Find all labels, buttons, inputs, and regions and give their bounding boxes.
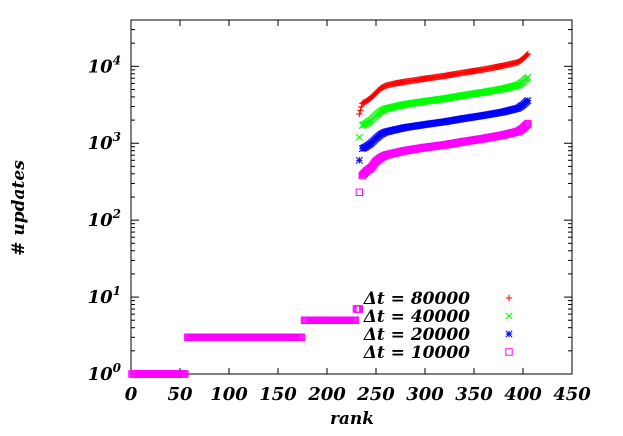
marker-stroke [511,82,519,90]
series-plus [356,50,532,118]
data-point [350,316,359,324]
x-axis-label: rank [330,409,374,429]
x-tick-label: 100 [210,384,248,405]
data-point [523,97,531,105]
marker-stroke [505,312,513,320]
legend-marker [505,348,513,356]
marker-stroke [350,316,359,324]
data-point [354,305,363,313]
legend-entry-label: Δt = 80000 [363,289,470,309]
x-tick-label: 450 [553,384,591,405]
marker-stroke [522,121,530,130]
data-point [511,82,519,90]
y-tick-label: 100 [88,361,122,385]
data-point [369,161,377,169]
x-axis-ticks: 0 50 100 150 200 250 300 350 400 450 [125,20,591,405]
data-point [359,170,367,179]
legend-marker [505,294,513,302]
data-point [355,133,363,141]
y-tick-label: 101 [88,284,121,308]
data-point [523,51,531,59]
x-tick-label: 250 [356,384,395,405]
y-tick-label: 102 [88,207,121,231]
marker-stroke [180,370,188,378]
x-tick-label: 200 [307,384,346,405]
data-point [357,107,364,114]
y-tick-label: 104 [88,53,121,77]
y-tick-base: 10 [88,133,114,154]
marker-stroke [437,95,445,103]
legend-entry-label: Δt = 40000 [363,307,470,327]
x-tick-label: 50 [167,384,193,405]
data-point [356,110,363,118]
y-tick-base: 10 [88,364,114,385]
marker-stroke [505,330,513,338]
series-cross [355,73,532,141]
marker-stroke [521,122,529,131]
data-marks [128,50,532,378]
y-tick-base: 10 [88,210,114,231]
data-point [358,103,365,111]
marker-stroke [355,188,364,197]
data-point [180,370,188,378]
marker-stroke [523,120,531,129]
y-tick-exponent: 4 [113,53,121,67]
marker-stroke [476,89,484,97]
marker-stroke [359,170,367,179]
marker-stroke [495,85,504,94]
data-point [522,121,530,130]
marker-stroke [296,333,305,341]
series-star [355,96,532,164]
data-point [296,333,305,341]
y-tick-exponent: 3 [113,130,121,144]
x-tick-label: 0 [125,384,138,405]
data-point [523,74,531,82]
y-tick-base: 10 [88,287,114,308]
data-point [370,91,378,99]
marker-stroke [523,97,531,105]
y-tick-exponent: 0 [113,361,122,375]
data-point [523,120,531,129]
y-tick-base: 10 [88,56,114,77]
marker-stroke [505,348,513,356]
data-point [355,156,363,164]
marker-stroke [355,133,363,141]
data-point [355,188,364,197]
data-point [521,122,529,131]
legend-marker [505,330,513,338]
y-tick-exponent: 1 [113,284,121,298]
series-square [128,119,532,378]
marker-stroke [456,92,464,100]
x-tick-label: 300 [406,384,444,405]
x-tick-label: 350 [455,384,493,405]
data-point [522,52,530,60]
marker-stroke [417,98,425,106]
legend-marker [505,312,513,320]
x-tick-label: 400 [504,384,542,405]
y-axis-label: # updates [9,160,29,256]
x-tick-label: 150 [259,384,297,405]
marker-stroke [354,305,363,313]
y-tick-label: 103 [88,130,121,154]
legend-entry-label: Δt = 20000 [363,325,470,345]
y-tick-exponent: 2 [112,207,121,221]
marker-stroke [523,74,531,82]
legend-entry-label: Δt = 10000 [363,343,470,363]
marker-stroke [355,156,363,164]
marker-stroke [369,161,377,169]
